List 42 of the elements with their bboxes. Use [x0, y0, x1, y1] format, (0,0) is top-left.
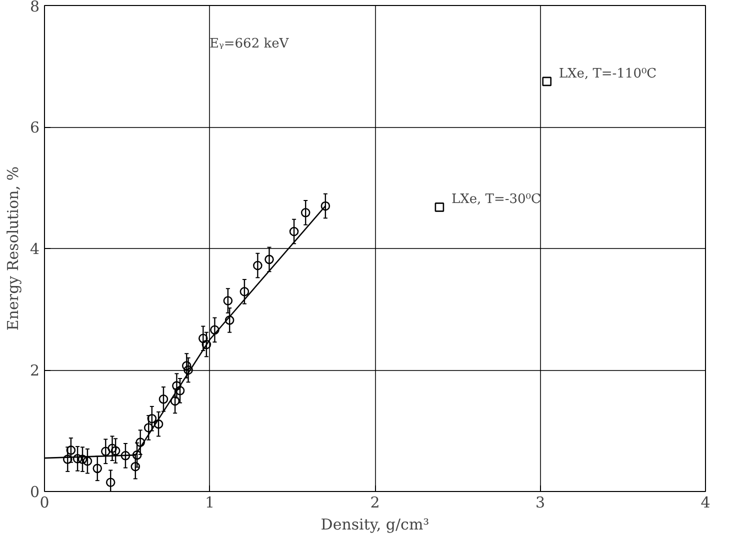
- point: [542, 76, 552, 86]
- annotation: LXe, T=-30⁰C: [451, 192, 542, 208]
- point: [300, 208, 310, 218]
- point: [147, 414, 157, 424]
- point: [434, 202, 444, 212]
- point: [92, 464, 102, 474]
- point: [223, 296, 233, 306]
- annotation: LXe, T=-110⁰C: [558, 66, 657, 82]
- point: [78, 454, 88, 464]
- x-tick-label: 2: [370, 494, 380, 512]
- point: [100, 446, 110, 456]
- point: [289, 226, 299, 236]
- point: [210, 325, 220, 335]
- point: [224, 316, 234, 325]
- point: [66, 446, 76, 455]
- y-tick-label: 8: [30, 0, 40, 16]
- point: [202, 340, 212, 350]
- point: [82, 456, 92, 466]
- y-axis-title: Energy Resolution, %: [4, 166, 22, 331]
- point: [136, 438, 145, 447]
- point: [264, 254, 274, 264]
- point: [253, 260, 262, 270]
- x-tick-label: 4: [700, 494, 710, 512]
- y-tick-label: 2: [30, 362, 40, 380]
- x-axis-title: Density, g/cm³: [320, 516, 430, 534]
- point: [320, 201, 330, 211]
- point: [158, 394, 168, 404]
- point: [72, 454, 82, 464]
- point: [120, 451, 130, 460]
- y-tick-label: 6: [30, 118, 40, 136]
- point: [198, 334, 208, 344]
- point: [184, 365, 193, 375]
- point: [240, 286, 250, 296]
- annotation: Eᵧ=662 keV: [210, 36, 290, 52]
- x-tick-label: 1: [204, 494, 215, 512]
- point: [175, 386, 185, 396]
- y-tick-label: 4: [30, 240, 40, 258]
- point: [154, 419, 164, 429]
- point: [106, 478, 116, 488]
- point: [182, 361, 192, 370]
- point: [110, 446, 120, 456]
- x-tick-label: 3: [535, 494, 546, 512]
